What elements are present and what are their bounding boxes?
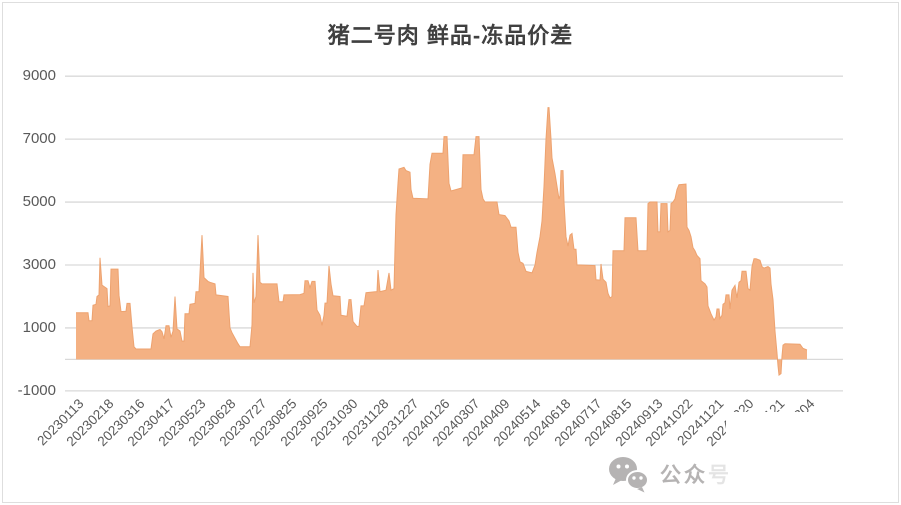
watermark-text-faded: 号 (708, 464, 732, 487)
y-axis-label-3000: 3000 (22, 255, 56, 273)
area-series-edge (76, 107, 808, 377)
chart-title: 猪二号肉 鲜品-冻品价差 (327, 23, 574, 48)
wechat-icon (609, 457, 649, 493)
watermark-text-main: 公众 (660, 464, 708, 487)
y-axis-label-1000: 1000 (22, 318, 56, 336)
watermark: 公众号 (606, 450, 856, 498)
y-axis-label-9000: 9000 (22, 67, 56, 85)
y-axis-label--1000: -1000 (17, 381, 56, 399)
area-series (76, 107, 807, 376)
y-axis-label-7000: 7000 (22, 130, 56, 148)
watermark-background-mask (726, 412, 816, 449)
watermark-text: 公众号 (660, 459, 732, 489)
y-axis-label-5000: 5000 (22, 193, 56, 211)
